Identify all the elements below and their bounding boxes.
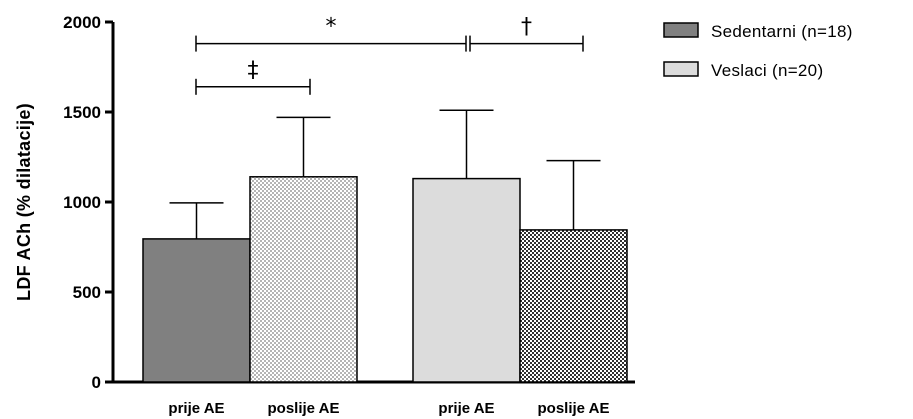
bar — [412, 177, 521, 383]
bar — [519, 229, 628, 383]
significance-symbol: † — [521, 15, 532, 40]
category-label: poslije AE — [538, 400, 610, 417]
significance-symbol: * — [326, 15, 337, 40]
bar — [142, 238, 251, 383]
category-label: prije AE — [438, 400, 494, 417]
error-bars — [169, 109, 601, 239]
legend-label-sedentarni: Sedentarni (n=18) — [711, 22, 853, 41]
legend-swatch-sedentarni — [663, 22, 699, 38]
legend-label-veslaci: Veslaci (n=20) — [711, 61, 823, 80]
y-tick-label: 1500 — [63, 103, 101, 122]
significance-brackets: * † ‡ — [195, 15, 584, 95]
category-label: poslije AE — [268, 400, 340, 417]
legend-swatch-veslaci — [663, 61, 699, 77]
y-axis-label: LDF ACh (% dilatacije) — [14, 103, 34, 301]
category-labels: prije AE poslije AE prije AE poslije AE — [168, 400, 609, 417]
y-ticks: 0 500 1000 1500 2000 — [63, 13, 113, 392]
y-tick-label: 1000 — [63, 193, 101, 212]
legend: Sedentarni (n=18) Veslaci (n=20) — [663, 22, 853, 80]
y-tick-label: 500 — [73, 283, 101, 302]
category-label: prije AE — [168, 400, 224, 417]
significance-symbol: ‡ — [248, 58, 259, 83]
bars — [142, 176, 628, 383]
y-tick-label: 2000 — [63, 13, 101, 32]
bar — [249, 176, 358, 383]
y-tick-label: 0 — [92, 373, 101, 392]
